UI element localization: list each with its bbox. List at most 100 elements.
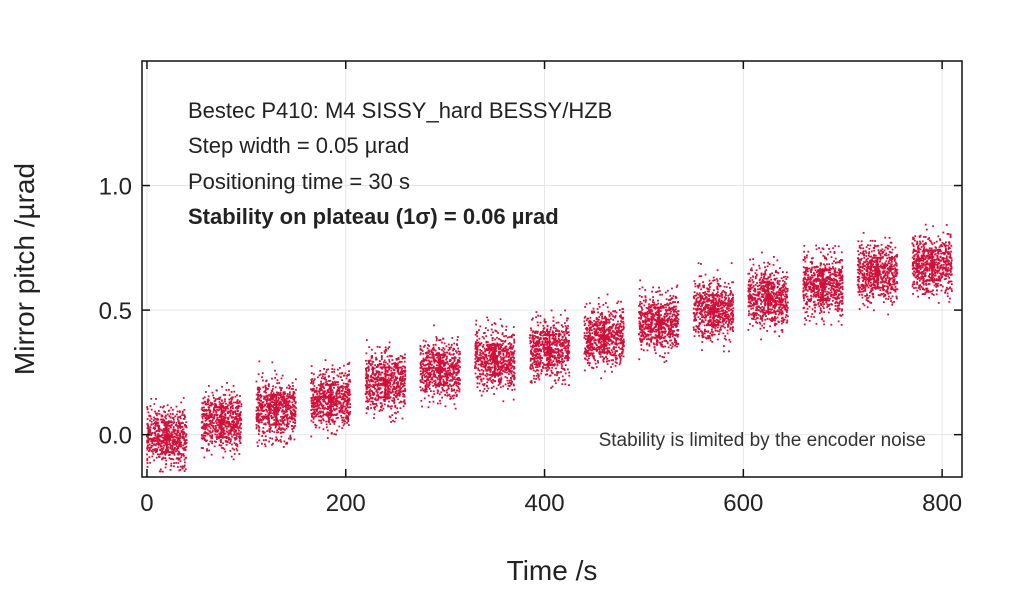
data-point [178, 444, 181, 447]
data-point [391, 383, 394, 386]
data-point [492, 346, 495, 349]
data-point [204, 416, 207, 419]
data-point [274, 376, 277, 379]
data-point [150, 446, 153, 449]
data-point [476, 377, 479, 380]
data-point [394, 375, 397, 378]
data-point [262, 401, 265, 404]
data-point [488, 350, 491, 353]
data-point [500, 324, 503, 327]
data-point [431, 369, 434, 372]
data-point [295, 407, 297, 409]
data-point [453, 388, 456, 391]
data-point [442, 375, 445, 378]
data-point [480, 380, 483, 383]
data-point [443, 348, 446, 351]
data-point [343, 422, 346, 425]
data-point [552, 349, 554, 352]
data-point [256, 417, 259, 420]
data-point [278, 397, 280, 400]
data-point [456, 359, 459, 362]
data-point [444, 367, 447, 370]
data-point [401, 417, 404, 420]
data-point [449, 358, 452, 361]
data-point [267, 407, 270, 409]
data-point [367, 369, 370, 372]
data-point [500, 358, 503, 361]
data-point [276, 382, 279, 385]
data-point [211, 418, 214, 421]
data-point [538, 356, 540, 359]
data-point [442, 389, 445, 392]
data-point [223, 432, 225, 435]
data-point [477, 363, 480, 366]
data-point [272, 442, 274, 445]
data-point [326, 437, 329, 439]
data-point [568, 371, 571, 374]
data-point [166, 404, 169, 407]
data-point [281, 427, 284, 430]
data-point [348, 370, 350, 373]
data-point [280, 415, 282, 418]
data-point [226, 441, 229, 444]
data-point [378, 388, 380, 391]
data-point [388, 360, 391, 363]
data-point [146, 418, 149, 420]
data-point [383, 403, 386, 406]
data-point [554, 343, 557, 346]
data-point [566, 353, 569, 356]
data-point [310, 413, 313, 415]
data-point [146, 458, 149, 460]
data-point [365, 369, 368, 372]
data-point [510, 346, 513, 349]
data-point [275, 391, 278, 394]
data-point [271, 437, 274, 440]
data-point [343, 398, 346, 400]
data-point [564, 338, 567, 341]
data-point [152, 423, 155, 425]
data-point [282, 422, 285, 425]
data-point [430, 373, 433, 376]
data-point [483, 384, 485, 387]
data-point [402, 365, 404, 368]
data-point [503, 335, 506, 338]
data-point [425, 363, 428, 366]
data-point [164, 443, 167, 446]
data-point [346, 363, 349, 365]
data-point [207, 403, 210, 406]
data-point [490, 380, 493, 382]
data-point [510, 343, 513, 346]
data-point [339, 396, 342, 399]
data-point [163, 423, 166, 426]
data-point [443, 361, 446, 364]
data-point [530, 329, 533, 332]
data-point [331, 432, 333, 434]
data-point [368, 398, 371, 401]
data-point [505, 368, 508, 371]
data-point [450, 388, 453, 390]
data-point [542, 324, 545, 327]
data-point [419, 381, 422, 383]
data-point [564, 372, 567, 375]
data-point [178, 434, 181, 437]
data-point [508, 358, 511, 361]
data-point [164, 453, 167, 456]
data-point [487, 348, 490, 350]
data-point [429, 363, 432, 366]
data-point [168, 457, 171, 460]
data-point [404, 353, 406, 356]
data-point [288, 417, 290, 419]
data-point [429, 360, 431, 363]
data-point [386, 373, 388, 376]
data-point [565, 330, 568, 333]
data-point [439, 402, 442, 405]
data-point [450, 363, 453, 366]
data-point [228, 421, 231, 424]
data-point [233, 453, 236, 455]
data-point [230, 402, 233, 405]
data-point [320, 403, 323, 405]
data-point [560, 342, 563, 345]
data-point [231, 447, 234, 450]
data-point [336, 400, 338, 403]
data-point [345, 395, 348, 398]
